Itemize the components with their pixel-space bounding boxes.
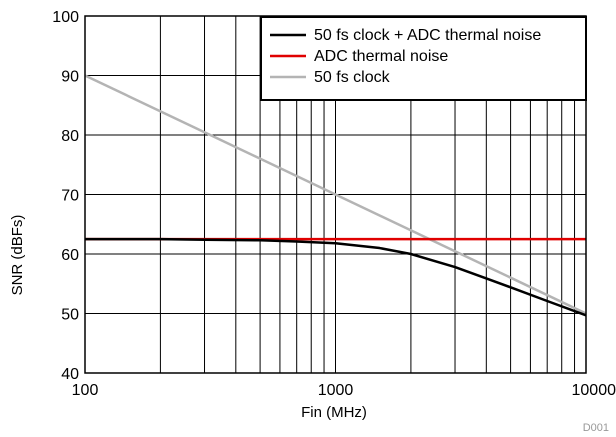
x-tick-label: 10000 [572,382,616,399]
legend-box [260,16,587,101]
y-tick-label: 80 [61,128,79,145]
legend-label: 50 fs clock + ADC thermal noise [314,27,541,44]
y-tick-label: 90 [61,69,79,86]
y-tick-label: 70 [61,188,79,205]
x-axis-label: Fin (MHz) [301,404,367,421]
legend-label: 50 fs clock [314,69,391,86]
series-line-1 [85,237,587,317]
y-axis-label: SNR (dBFs) [9,215,26,296]
y-tick-label: 40 [61,366,79,383]
legend: 50 fs clock + ADC thermal noise ADC therm… [260,16,587,101]
tick-labels: 40 50 60 70 80 90 100 100 1000 10000 [52,9,616,399]
y-tick-label: 50 [61,307,79,324]
x-tick-label: 1000 [318,382,354,399]
legend-label: ADC thermal noise [314,48,448,65]
figure-id: D001 [583,422,609,434]
series-lines [84,74,587,317]
series-line-3 [84,74,587,315]
y-tick-label: 60 [61,247,79,264]
y-tick-label: 100 [52,9,79,26]
x-tick-label: 100 [72,382,99,399]
